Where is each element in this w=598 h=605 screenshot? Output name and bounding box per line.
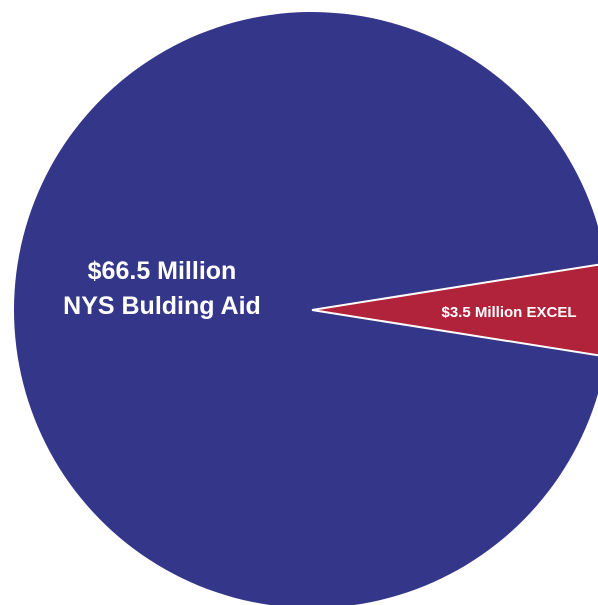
slice-label-building-aid-name: NYS Bulding Aid [63,292,261,320]
pie-slice-excel [311,263,598,357]
pie-slices [13,12,598,605]
slice-label-building-aid-amount: $66.5 Million [88,257,237,285]
slice-label-excel: $3.5 Million EXCEL [441,304,576,321]
pie-slice-building-aid [13,12,598,605]
